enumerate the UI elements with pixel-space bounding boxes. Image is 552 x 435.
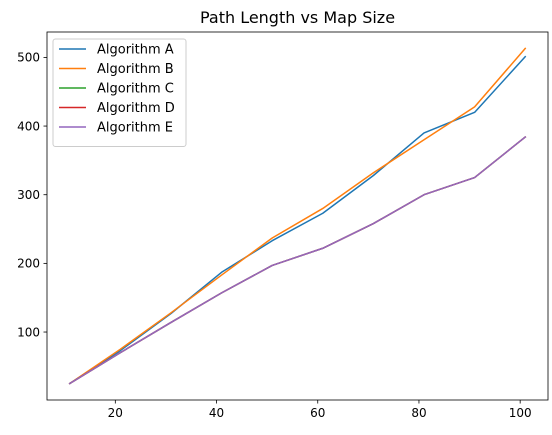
y-axis: 100 200 300 400 500 <box>17 51 47 339</box>
legend-label-4: Algorithm D <box>97 101 175 116</box>
x-axis: 20 40 60 80 100 <box>108 400 532 420</box>
x-tick-label: 80 <box>411 406 426 420</box>
plot-frame <box>46 31 549 401</box>
x-tick-label: 20 <box>108 406 123 420</box>
x-tick-label: 100 <box>509 406 532 420</box>
y-tick-label: 200 <box>17 257 40 271</box>
series-line-3 <box>68 135 527 385</box>
legend: Algorithm A Algorithm B Algorithm C Algorit… <box>52 38 187 147</box>
legend-label-3: Algorithm C <box>97 82 174 97</box>
legend-label-5: Algorithm E <box>97 121 173 136</box>
legend-label-2: Algorithm B <box>97 62 174 77</box>
chart-title: Path Length vs Map Size <box>200 8 395 27</box>
x-tick-label: 60 <box>310 406 325 420</box>
series-line-5 <box>68 135 527 385</box>
legend-label-1: Algorithm A <box>97 43 174 58</box>
series-line-2 <box>68 47 527 385</box>
y-tick-label: 100 <box>17 325 40 339</box>
y-tick-label: 500 <box>17 51 40 65</box>
series-line-4 <box>68 135 527 385</box>
y-tick-label: 300 <box>17 188 40 202</box>
series-layer <box>68 47 527 385</box>
legend-box <box>52 38 187 147</box>
x-tick-label: 40 <box>209 406 224 420</box>
y-tick-label: 400 <box>17 119 40 133</box>
